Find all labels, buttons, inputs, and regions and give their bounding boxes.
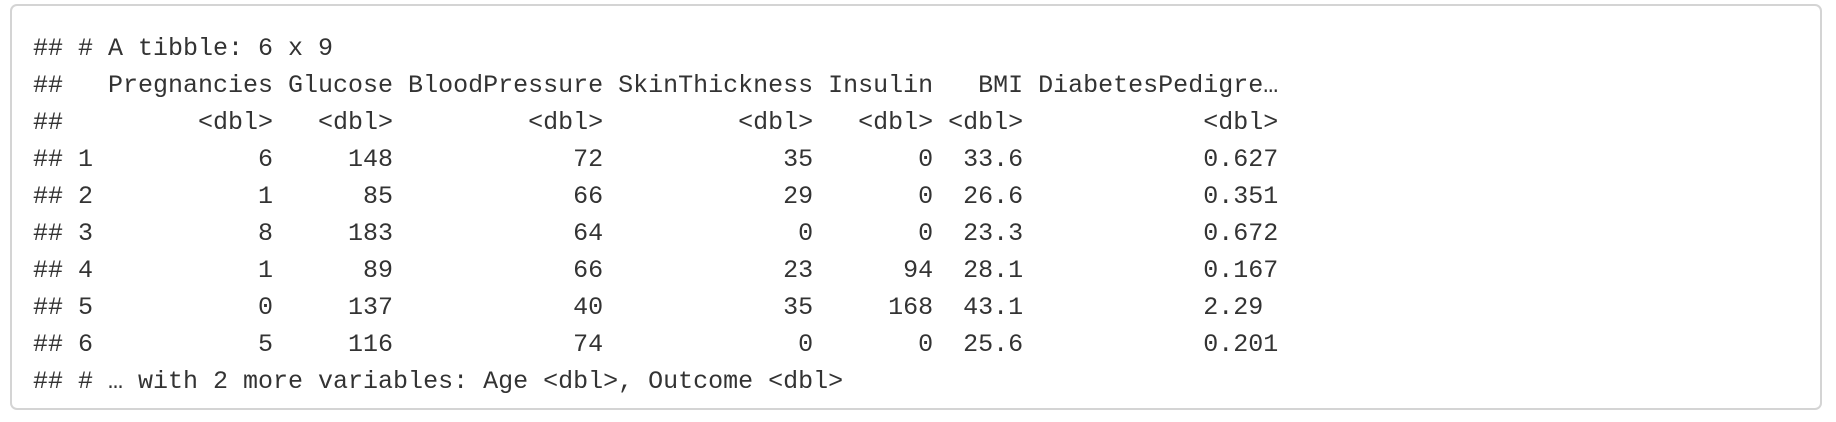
console-output-box: ## # A tibble: 6 x 9 ## Pregnancies Gluco… xyxy=(10,4,1822,410)
column-names-line: ## Pregnancies Glucose BloodPressure Ski… xyxy=(33,71,1279,100)
table-row: ## 3 8 183 64 0 0 23.3 0.672 xyxy=(33,219,1279,248)
table-row: ## 5 0 137 40 35 168 43.1 2.29 xyxy=(33,293,1279,322)
table-row: ## 1 6 148 72 35 0 33.6 0.627 xyxy=(33,145,1279,174)
tibble-header-line: ## # A tibble: 6 x 9 xyxy=(33,34,334,63)
console-output: ## # A tibble: 6 x 9 ## Pregnancies Gluco… xyxy=(33,30,1278,400)
more-variables-footer: ## # … with 2 more variables: Age <dbl>,… xyxy=(33,367,844,396)
table-row: ## 4 1 89 66 23 94 28.1 0.167 xyxy=(33,256,1279,285)
column-types-line: ## <dbl> <dbl> <dbl> <dbl> <dbl> <dbl> <… xyxy=(33,108,1279,137)
table-row: ## 6 5 116 74 0 0 25.6 0.201 xyxy=(33,330,1279,359)
table-row: ## 2 1 85 66 29 0 26.6 0.351 xyxy=(33,182,1279,211)
